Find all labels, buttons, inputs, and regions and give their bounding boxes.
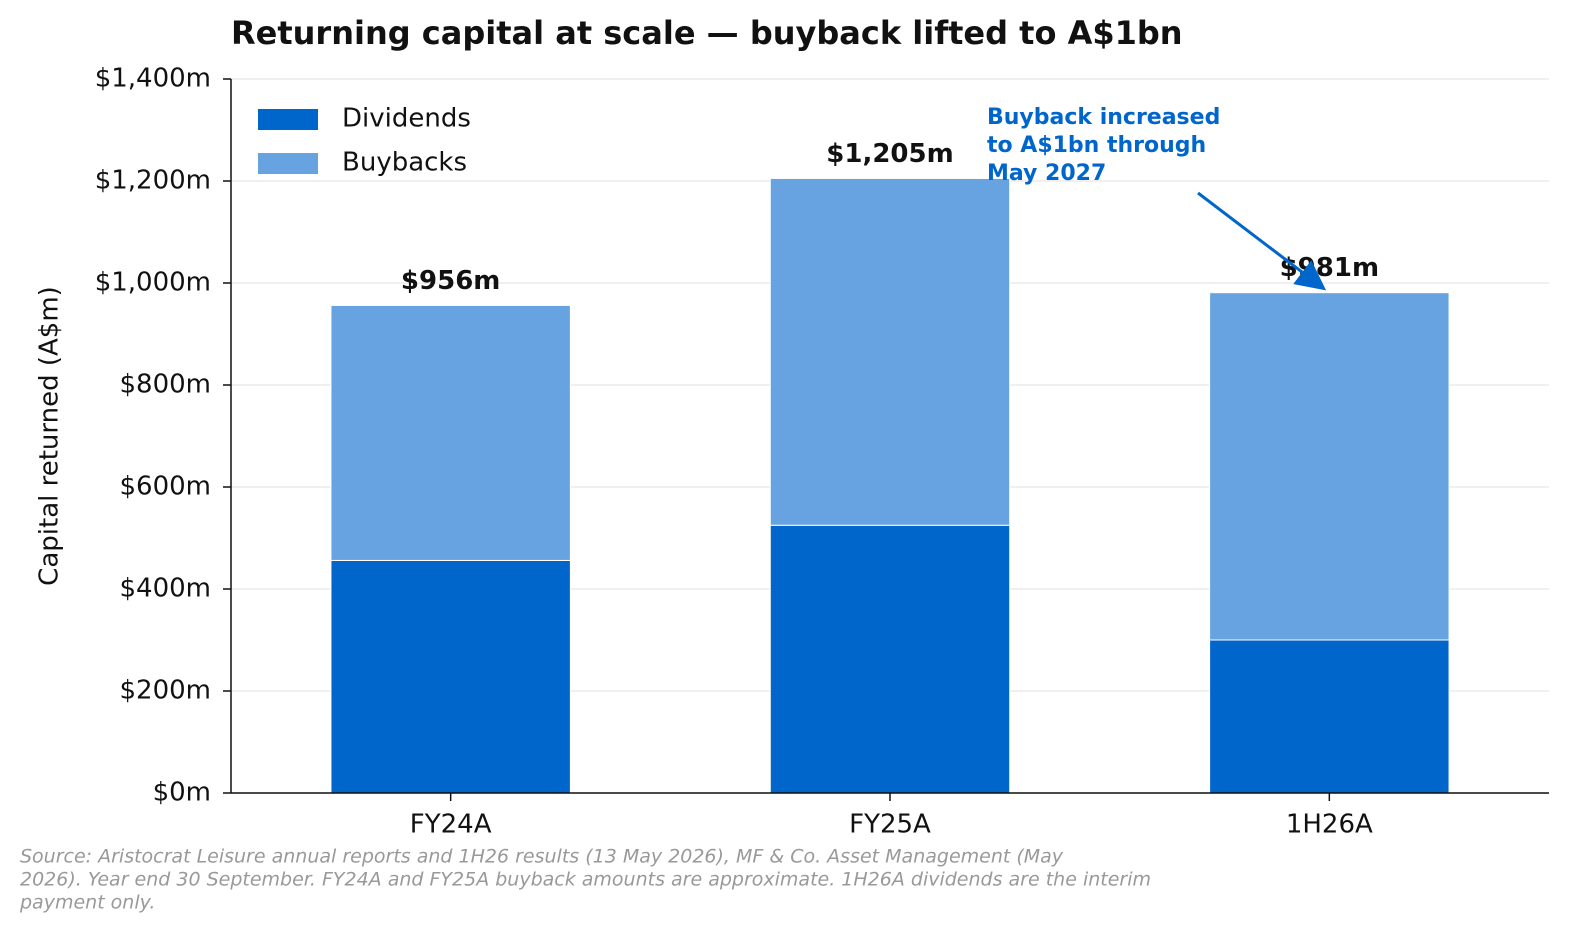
source-note: 2026). Year end 30 September. FY24A and … xyxy=(20,869,1151,891)
legend-label: Buybacks xyxy=(342,148,467,178)
chart-title: Returning capital at scale — buyback lif… xyxy=(231,14,1183,52)
y-tick-label: $800m xyxy=(120,370,212,400)
annotation: to A$1bn through xyxy=(987,133,1206,158)
y-tick-label: $1,000m xyxy=(95,268,211,298)
total-label: $956m xyxy=(401,266,500,296)
x-tick-label: 1H26A xyxy=(1286,810,1373,840)
bar-segment xyxy=(1209,292,1450,641)
y-tick-label: $400m xyxy=(120,574,212,604)
y-tick-label: $1,200m xyxy=(95,166,211,196)
legend-swatch xyxy=(258,153,318,174)
source-note: payment only. xyxy=(19,892,155,914)
bar-segment xyxy=(330,304,571,561)
bar-segment xyxy=(330,559,571,794)
bar-segment xyxy=(1209,639,1450,794)
y-tick-label: $0m xyxy=(153,778,211,808)
annotation: May 2027 xyxy=(987,161,1106,186)
bar-segment xyxy=(769,524,1011,794)
y-axis-label: Capital returned (A$m) xyxy=(35,286,65,586)
x-tick-label: FY25A xyxy=(849,810,931,840)
total-label: $1,205m xyxy=(826,139,953,169)
legend-label: Dividends xyxy=(342,104,471,134)
x-tick-label: FY24A xyxy=(410,810,492,840)
y-tick-label: $600m xyxy=(120,472,212,502)
bar-segment xyxy=(769,177,1011,526)
y-tick-label: $1,400m xyxy=(95,64,211,94)
legend-swatch xyxy=(258,109,318,130)
annotation: Buyback increased xyxy=(987,105,1220,130)
source-note: Source: Aristocrat Leisure annual report… xyxy=(20,846,1064,868)
y-tick-label: $200m xyxy=(120,676,212,706)
annotation-arrow xyxy=(1197,191,1327,291)
